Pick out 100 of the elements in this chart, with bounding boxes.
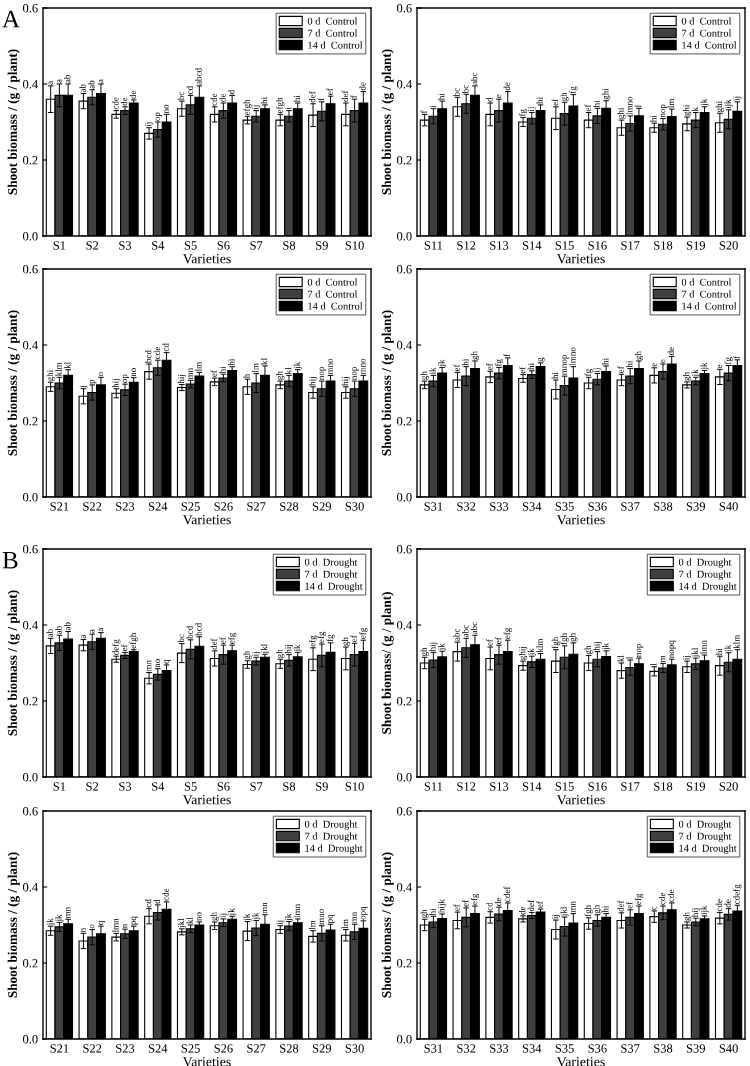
data-label: jkl	[260, 644, 270, 654]
data-label: d	[228, 90, 235, 95]
data-label: gh	[593, 904, 602, 914]
x-tick-label: S7	[250, 241, 263, 250]
data-label: kl	[260, 358, 268, 365]
data-label: jk	[293, 644, 302, 652]
x-tick-label: S28	[280, 502, 299, 511]
data-label: k	[691, 107, 698, 112]
x-tick-label: S6	[217, 782, 230, 791]
x-tick-label: S29	[312, 502, 332, 511]
data-label: hij	[177, 374, 186, 384]
legend-label: 14 d Drought	[305, 582, 363, 592]
data-label: ef	[494, 637, 502, 644]
x-tick-label: S8	[283, 241, 296, 250]
data-label: ef	[486, 639, 493, 646]
x-tick-label: S35	[555, 502, 574, 511]
data-label: f	[350, 95, 357, 99]
x-tick-label: S2	[86, 241, 99, 250]
data-label: bc	[177, 91, 185, 101]
y-axis-title: Shoot biomass / (g / plant)	[7, 852, 20, 998]
x-tick-label: S31	[424, 1044, 443, 1053]
data-label: lm	[341, 919, 349, 929]
x-tick-label: S39	[686, 1044, 706, 1053]
data-label: mn	[66, 906, 71, 919]
data-label: a	[90, 629, 95, 633]
data-label: hi	[650, 115, 657, 123]
data-label: def	[617, 900, 624, 912]
data-label: bcd	[186, 625, 193, 639]
y-tick-label: 0.0	[396, 1035, 412, 1044]
data-label: jk	[724, 644, 733, 653]
data-label: ghi	[617, 107, 626, 119]
y-tick-label: 0.4	[396, 883, 412, 892]
data-label: kl	[64, 361, 71, 369]
data-label: jkl	[177, 918, 186, 929]
data-label: mn	[262, 902, 268, 914]
y-axis-title: Shoot biomass / (g / plant)	[7, 590, 20, 736]
x-tick-label: S30	[345, 502, 364, 511]
data-label: l	[626, 656, 633, 659]
x-tick-label: S16	[588, 241, 607, 250]
data-label: lm	[308, 920, 316, 930]
y-tick-label: 0.0	[22, 493, 38, 502]
x-tick-label: S15	[555, 241, 574, 250]
y-tick-label: 0.0	[396, 232, 412, 241]
legend-label: 7 d Drought	[305, 570, 358, 580]
data-label: gh	[584, 645, 593, 655]
x-axis-title: Varieties	[182, 795, 231, 805]
data-label: i	[429, 105, 436, 108]
x-tick-label: S38	[654, 1044, 673, 1053]
data-label: h	[243, 373, 250, 379]
y-tick-label: 0.0	[22, 773, 38, 782]
y-tick-label: 0.6	[22, 265, 38, 274]
data-label: ij	[219, 913, 228, 918]
text: B	[2, 551, 18, 569]
x-tick-label: S7	[250, 782, 263, 791]
legend-label: 14 d Drought	[679, 582, 737, 592]
data-label: ij	[527, 107, 536, 112]
data-label: efg	[308, 635, 318, 647]
data-label: ef	[486, 363, 493, 370]
data-label: ef	[453, 904, 460, 911]
data-label: mno	[328, 358, 333, 375]
data-label: ghi	[715, 100, 724, 112]
legend-label: 0 d Drought	[304, 820, 358, 830]
data-label: gh	[560, 92, 569, 101]
data-label: opq	[361, 906, 368, 920]
data-label: ij	[145, 122, 154, 127]
data-label: hi	[593, 100, 600, 108]
x-tick-label: S18	[654, 782, 673, 791]
data-label: ef	[584, 104, 591, 112]
data-label: def	[308, 91, 316, 103]
x-tick-label: S37	[621, 502, 640, 511]
data-label: gh	[470, 351, 480, 360]
x-tick-label: S36	[588, 502, 607, 511]
data-label: cdef	[503, 886, 511, 902]
data-label: hi	[602, 358, 609, 365]
data-label: fgh	[584, 904, 593, 917]
data-label: mno	[361, 358, 366, 375]
x-tick-label: S18	[654, 241, 673, 250]
x-tick-label: S19	[686, 782, 706, 791]
x-tick-label: S14	[522, 782, 542, 791]
data-label: ef	[462, 899, 469, 907]
data-label: e	[717, 364, 723, 369]
data-label: c	[652, 906, 657, 910]
data-label: d	[153, 899, 161, 904]
data-label: ef	[518, 366, 526, 374]
x-tick-label: S20	[719, 782, 738, 791]
x-tick-label: S16	[588, 782, 607, 791]
x-tick-label: S32	[457, 502, 476, 511]
x-tick-label: S30	[345, 1044, 364, 1053]
data-label: kl	[617, 655, 624, 662]
data-label: cd	[162, 343, 169, 352]
data-label: nop	[660, 104, 668, 118]
data-label: gh	[341, 637, 350, 646]
data-label: hij	[429, 642, 438, 652]
data-label: efgh	[243, 99, 252, 116]
data-label: lm	[252, 363, 259, 373]
data-label: no	[155, 659, 161, 668]
data-label: abc	[470, 622, 478, 635]
data-label: e	[652, 363, 657, 367]
x-tick-label: S19	[686, 241, 706, 250]
data-label: cde	[162, 888, 169, 901]
